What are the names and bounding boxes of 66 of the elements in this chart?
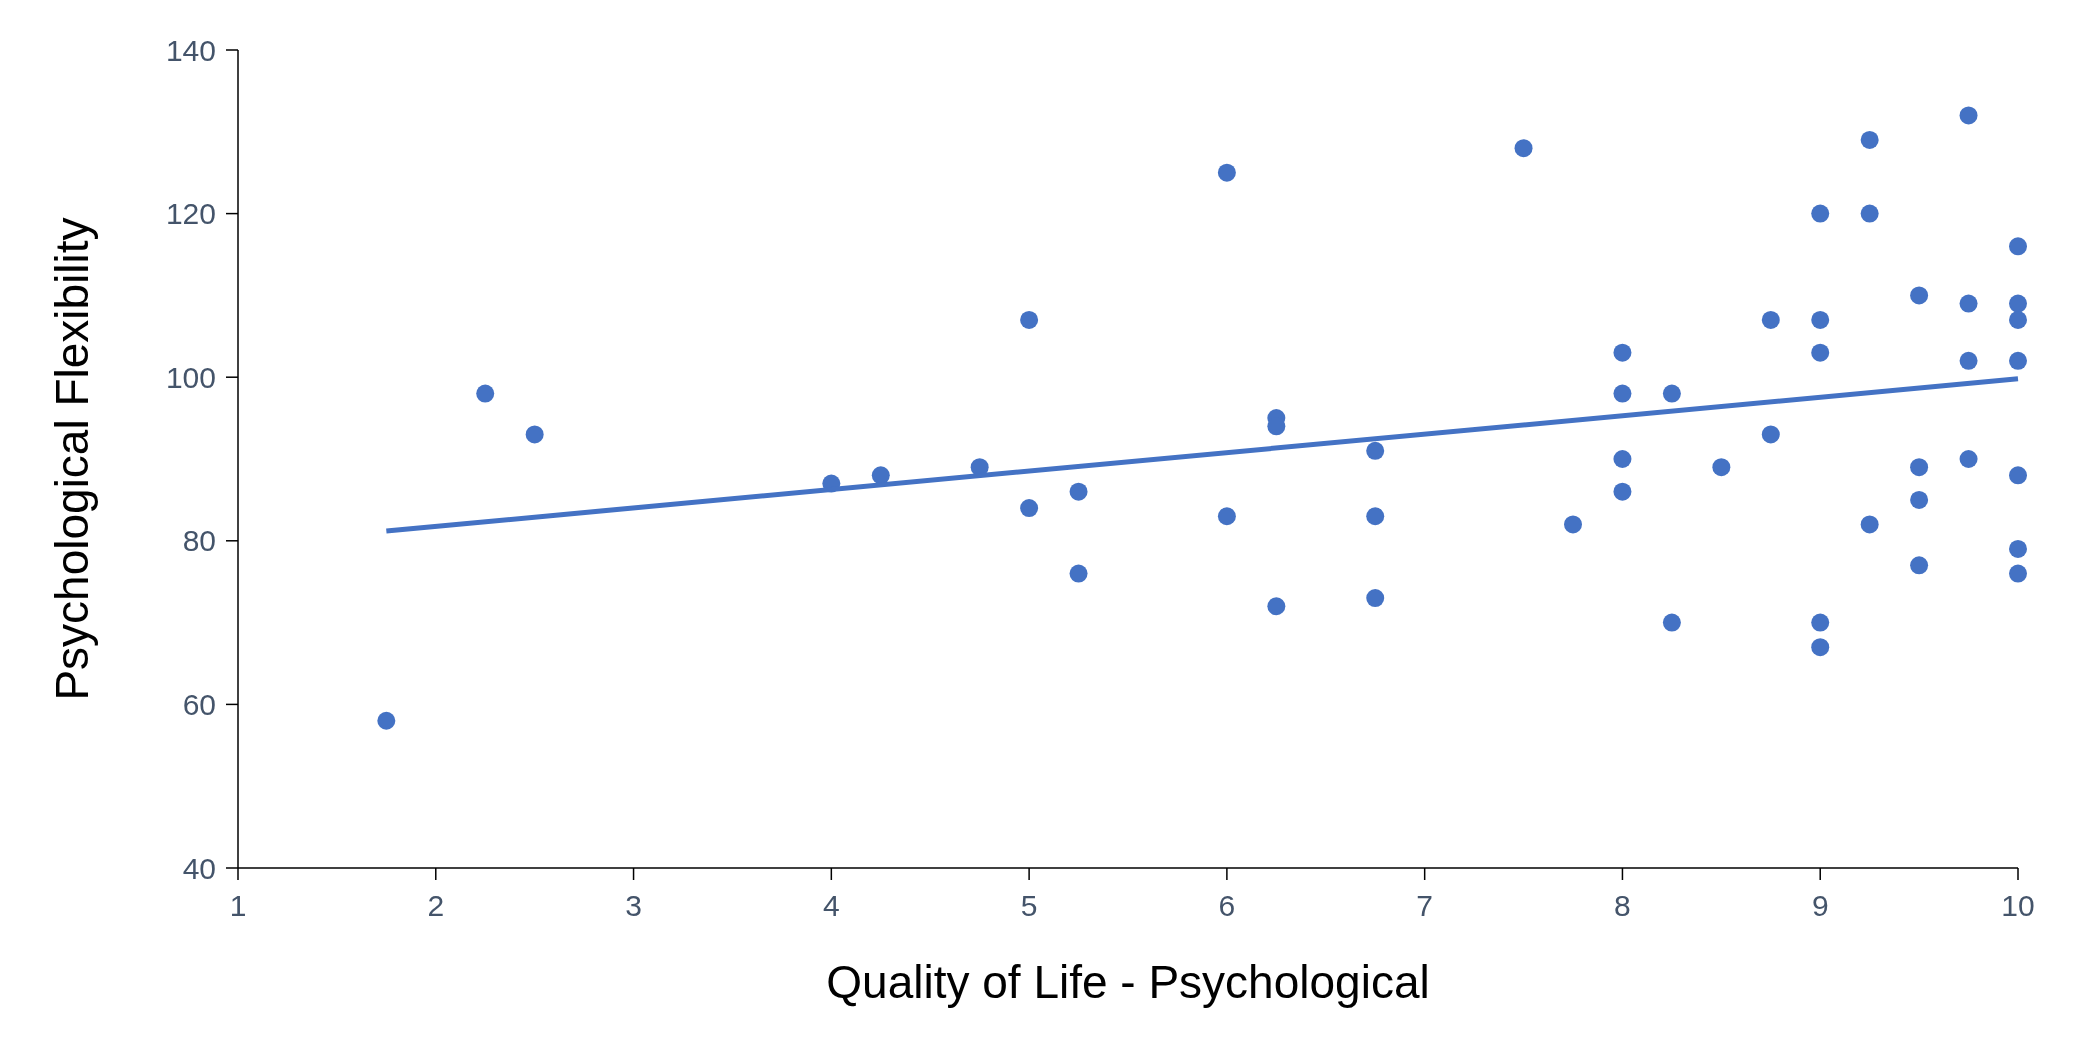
x-tick-label: 1 bbox=[229, 889, 247, 922]
point bbox=[1514, 139, 1533, 158]
x-tick-label: 8 bbox=[1614, 889, 1631, 922]
point bbox=[1564, 515, 1582, 534]
x-tick-label: 9 bbox=[1811, 889, 1829, 922]
x-tick-label: 10 bbox=[2001, 889, 2035, 922]
x-tick-label: 7 bbox=[1416, 889, 1434, 922]
point bbox=[525, 425, 544, 444]
x-tick-label: 5 bbox=[1020, 889, 1038, 922]
point bbox=[1613, 343, 1632, 362]
point bbox=[1761, 425, 1780, 444]
x-tick-label: 2 bbox=[427, 889, 445, 922]
x-tick-label: 6 bbox=[1218, 889, 1236, 922]
point bbox=[2009, 310, 2027, 329]
point bbox=[1761, 310, 1780, 329]
point bbox=[871, 466, 890, 485]
point bbox=[1959, 106, 1978, 125]
point bbox=[2009, 564, 2027, 583]
point bbox=[1860, 204, 1879, 223]
y-tick-label: 80 bbox=[182, 524, 216, 558]
point bbox=[1959, 351, 1978, 370]
point bbox=[2009, 351, 2027, 370]
point bbox=[1910, 458, 1929, 477]
point bbox=[1811, 310, 1830, 329]
y-tick-label: 140 bbox=[165, 33, 216, 67]
point bbox=[1069, 564, 1088, 583]
point bbox=[1959, 450, 1978, 468]
y-tick-label: 60 bbox=[182, 687, 216, 721]
y-axis-title: Psychological Flexibility bbox=[46, 217, 98, 701]
point bbox=[1811, 204, 1830, 223]
x-axis-title: Quality of Life - Psychological bbox=[826, 956, 1430, 1008]
point bbox=[1020, 310, 1039, 329]
point bbox=[1267, 597, 1286, 616]
point bbox=[1910, 490, 1929, 509]
point bbox=[1020, 499, 1039, 518]
point bbox=[1366, 589, 1385, 608]
point bbox=[377, 711, 396, 730]
point bbox=[1662, 613, 1681, 632]
point bbox=[1613, 482, 1632, 501]
point bbox=[1860, 130, 1879, 149]
point bbox=[1811, 613, 1830, 632]
point bbox=[1860, 515, 1879, 534]
point bbox=[1366, 507, 1385, 526]
point bbox=[1910, 286, 1929, 305]
point bbox=[2009, 294, 2027, 313]
point bbox=[1712, 458, 1731, 477]
point bbox=[1910, 556, 1929, 575]
y-tick-label: 40 bbox=[182, 851, 216, 885]
x-tick-label: 3 bbox=[625, 889, 642, 922]
y-tick-label: 120 bbox=[165, 197, 216, 231]
point bbox=[1366, 441, 1385, 460]
x-tick-label: 4 bbox=[822, 889, 840, 922]
point bbox=[1811, 638, 1830, 657]
point bbox=[1811, 343, 1830, 362]
point bbox=[1613, 384, 1632, 403]
point bbox=[1959, 294, 1978, 313]
y-tick-label: 100 bbox=[165, 360, 216, 394]
point bbox=[2009, 466, 2027, 485]
point bbox=[1217, 163, 1236, 182]
point bbox=[1217, 507, 1236, 526]
point bbox=[2009, 237, 2027, 256]
point bbox=[1662, 384, 1681, 403]
point bbox=[1069, 482, 1088, 501]
point bbox=[2009, 539, 2027, 558]
point bbox=[476, 384, 495, 403]
point bbox=[1613, 450, 1632, 468]
